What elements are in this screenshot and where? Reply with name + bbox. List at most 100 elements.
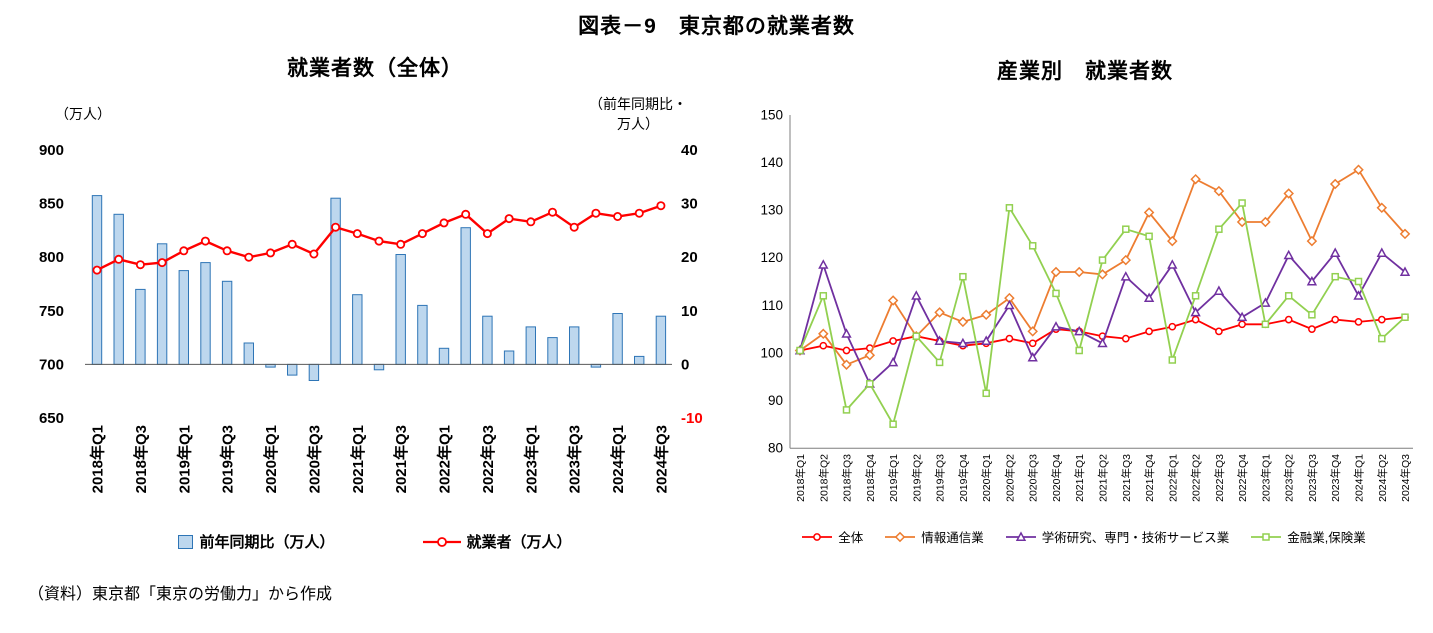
right-x-tick: 2024年Q1: [1353, 454, 1366, 502]
right-x-tick: 2023年Q3: [1306, 454, 1319, 502]
square-marker: [1308, 311, 1316, 319]
square-marker: [1028, 242, 1037, 250]
right-axis-tick: 10: [681, 303, 698, 320]
square-marker: [1261, 320, 1270, 329]
triangle-marker: [1097, 337, 1108, 348]
square-marker: [796, 346, 804, 355]
square-marker: [1378, 334, 1386, 343]
diamond-marker: [1283, 188, 1294, 199]
square-marker: [1145, 232, 1153, 241]
triangle-marker: [818, 259, 829, 269]
circle-marker: [842, 346, 851, 355]
circle-marker: [1284, 315, 1293, 324]
diamond-marker: [1353, 164, 1364, 175]
employment-line-point: [114, 254, 124, 264]
yoy-bar: [243, 342, 255, 365]
yoy-bar: [308, 363, 320, 381]
square-marker: [959, 272, 967, 281]
employment-line-point: [331, 222, 341, 232]
yoy-bar: [113, 213, 124, 365]
yoy-bar: [612, 313, 623, 365]
employment-by-industry-chart: 150 140 130 120 110 100 90 80 2018年Q1 2018年Q2 2018…: [735, 95, 1433, 525]
square-legend-icon: [1251, 532, 1282, 541]
right-axis-tick: 30: [681, 196, 698, 213]
right-x-tick: 2021年Q4: [1143, 454, 1156, 502]
employment-line-point: [200, 236, 210, 246]
employment-line-point: [526, 217, 536, 227]
diamond-marker: [1260, 216, 1271, 228]
diamond-marker: [1027, 326, 1038, 337]
diamond-marker: [887, 295, 899, 306]
diamond-marker: [864, 349, 876, 361]
right-x-tick: 2020年Q4: [1050, 454, 1063, 502]
diamond-marker: [1190, 173, 1201, 185]
diamond-marker: [1050, 266, 1062, 278]
triangle-marker: [1074, 325, 1085, 336]
legend-item-employment: 就業者（万人）: [422, 531, 572, 552]
left-x-tick: 2020年Q3: [305, 425, 323, 493]
legend-item-yoy: 前年同期比（万人）: [178, 531, 335, 552]
triangle-marker: [841, 328, 852, 338]
left-axis-tick: 650: [39, 410, 64, 427]
diamond-marker: [1213, 185, 1225, 197]
yoy-bar: [569, 326, 580, 365]
triangle-marker: [1190, 306, 1201, 317]
right-x-tick: 2018年Q3: [841, 454, 854, 502]
employment-line-point: [179, 246, 189, 256]
square-marker: [1168, 356, 1177, 364]
diamond-legend-icon: [885, 531, 916, 542]
square-marker: [1215, 225, 1223, 233]
left-axis-tick: 850: [39, 196, 64, 213]
employment-line-point: [157, 258, 167, 268]
yoy-bar: [221, 280, 233, 365]
left-axis-tick: 700: [39, 356, 64, 373]
diamond-marker: [841, 359, 852, 370]
square-marker: [866, 380, 874, 388]
circle-marker: [1331, 315, 1340, 324]
legend-item: 全体: [802, 527, 863, 546]
right-x-tick: 2021年Q2: [1097, 454, 1110, 502]
square-marker: [1238, 199, 1246, 207]
y-axis-tick: 140: [760, 155, 783, 170]
right-axis-tick: 20: [681, 249, 698, 266]
triangle-marker: [1167, 259, 1178, 269]
circle-marker: [1168, 322, 1177, 331]
employment-line-point: [656, 201, 666, 211]
circle-marker: [1215, 327, 1223, 336]
yoy-bar: [417, 304, 428, 365]
yoy-bar: [547, 337, 558, 365]
y-axis-tick: 120: [760, 250, 783, 265]
circle-marker: [1377, 315, 1386, 324]
square-marker: [1075, 346, 1083, 355]
square-marker: [842, 406, 851, 414]
y-axis-tick: 80: [768, 440, 783, 455]
right-axis-tick: 40: [681, 142, 698, 159]
circle-marker: [1238, 320, 1246, 329]
right-x-tick: 2019年Q4: [957, 454, 970, 502]
diamond-marker: [1120, 254, 1132, 266]
legend-item: 金融業,保険業: [1251, 527, 1366, 546]
diamond-marker: [1306, 235, 1318, 247]
employment-line-point: [244, 252, 254, 262]
diamond-marker: [1399, 228, 1411, 240]
employment-line-point: [482, 229, 492, 239]
triangle-marker: [1050, 321, 1062, 331]
right-axis-unit-label: （前年同期比・万人）: [589, 96, 687, 133]
right-x-tick: 2018年Q4: [864, 454, 877, 502]
diamond-marker: [934, 307, 945, 318]
right-x-tick: 2022年Q4: [1236, 454, 1249, 502]
employment-line-point: [287, 239, 297, 249]
yoy-bar: [634, 355, 645, 365]
employment-total-chart: 900 850 800 750 700 650 40 30 20 10 0 -10 2018年Q1 201…: [30, 140, 720, 532]
left-chart-title: 就業者数（全体）: [287, 57, 463, 80]
yoy-bar: [525, 326, 537, 365]
left-axis-tick: 750: [39, 303, 64, 320]
employment-line-point: [591, 208, 601, 218]
y-axis-tick: 130: [760, 203, 783, 218]
triangle-marker: [1283, 249, 1294, 260]
right-x-tick: 2020年Q3: [1027, 454, 1040, 502]
employment-line-point: [265, 248, 275, 258]
yoy-bar: [395, 254, 406, 365]
left-x-tick: 2018年Q1: [89, 425, 107, 493]
right-x-tick: 2022年Q2: [1190, 454, 1203, 502]
